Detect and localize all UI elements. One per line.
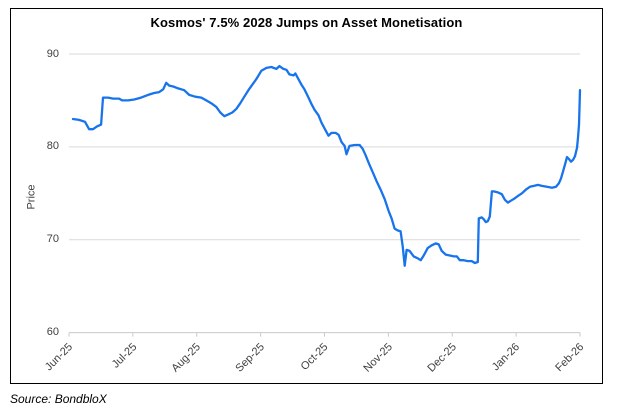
source-caption: Source: BondbloX	[10, 392, 107, 406]
chart-title: Kosmos' 7.5% 2028 Jumps on Asset Monetis…	[150, 15, 463, 30]
y-tick-label: 60	[46, 326, 59, 339]
x-tick-label-anchor: Nov-25	[326, 341, 395, 375]
y-axis-title: Price	[25, 184, 38, 210]
x-tick-label-anchor: Sep-25	[199, 341, 268, 375]
plot-area	[68, 53, 582, 337]
x-tick-label-anchor: Jan-26	[454, 341, 522, 373]
y-tick-label: 80	[46, 140, 59, 153]
x-tick-label-anchor: Jun-25	[7, 341, 75, 373]
x-tick-label-anchor: Jul-25	[71, 341, 140, 371]
x-tick-label-anchor: Dec-25	[390, 341, 459, 375]
x-tick-label-anchor: Oct-25	[263, 341, 331, 373]
price-line	[71, 64, 582, 267]
chart-frame: Kosmos' 7.5% 2028 Jumps on Asset Monetis…	[10, 8, 603, 384]
y-tick-label: 90	[46, 47, 59, 60]
x-tick-label-anchor: Feb-26	[518, 341, 586, 374]
x-tick-label-anchor: Aug-25	[135, 341, 204, 375]
y-tick-label: 70	[46, 233, 59, 246]
